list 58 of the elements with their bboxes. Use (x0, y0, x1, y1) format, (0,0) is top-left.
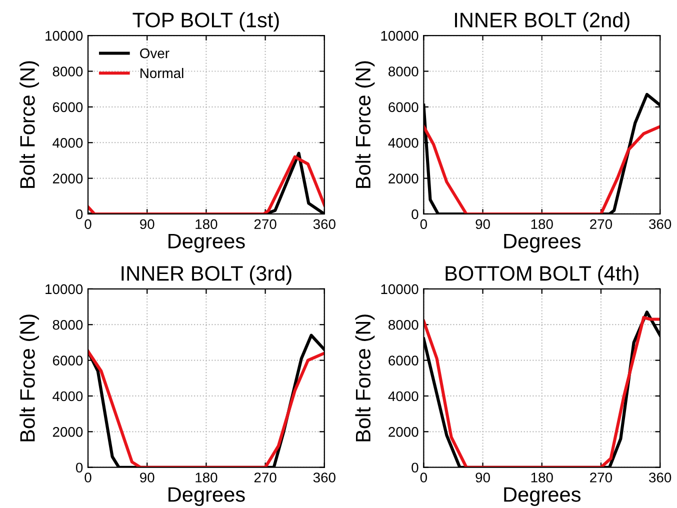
y-tick-label: 4000 (52, 138, 83, 148)
x-tick-label: 0 (420, 219, 428, 230)
y-tick-label: 2000 (388, 174, 418, 184)
y-axis-title: Bolt Force (N) (355, 314, 375, 442)
x-tick-label: 360 (313, 472, 336, 482)
y-tick-label: 8000 (388, 320, 418, 330)
x-tick-label: 0 (420, 472, 428, 482)
y-tick-label: 4000 (52, 391, 83, 402)
legend-label: Over (140, 48, 170, 58)
x-tick-label: 270 (590, 219, 612, 230)
x-tick-label: 90 (140, 219, 154, 230)
y-axis-title: Bolt Force (N) (20, 61, 39, 188)
y-tick-label: 0 (412, 209, 418, 220)
x-axis-title: Degrees (504, 234, 581, 253)
x-tick-label: 0 (84, 472, 92, 482)
y-tick-label: 6000 (388, 102, 418, 112)
x-axis-title: Degrees (168, 234, 245, 253)
y-tick-label: 8000 (388, 66, 418, 76)
x-tick-label: 360 (649, 219, 672, 230)
x-tick-label: 270 (254, 472, 276, 482)
chart-title: INNER BOLT (2nd) (455, 12, 630, 32)
chart-title: TOP BOLT (1st) (132, 12, 279, 32)
y-tick-label: 2000 (52, 174, 83, 184)
y-tick-label: 0 (412, 462, 418, 473)
x-axis-title: Degrees (504, 487, 581, 506)
y-tick-label: 8000 (52, 320, 83, 330)
x-tick-label: 270 (590, 472, 612, 482)
y-tick-label: 0 (76, 209, 83, 220)
y-tick-label: 6000 (52, 102, 83, 112)
x-tick-label: 180 (531, 219, 553, 230)
y-tick-label: 8000 (52, 66, 83, 76)
y-tick-label: 10000 (46, 284, 83, 294)
y-axis-title: Bolt Force (N) (355, 61, 375, 188)
x-tick-label: 90 (476, 472, 490, 482)
x-axis-title: Degrees (168, 487, 245, 506)
y-tick-label: 6000 (388, 356, 418, 366)
y-tick-label: 4000 (388, 138, 418, 148)
x-tick-label: 90 (140, 472, 154, 482)
x-tick-label: 180 (531, 472, 553, 482)
x-tick-label: 180 (196, 472, 218, 482)
y-tick-label: 6000 (52, 356, 83, 366)
y-tick-label: 10000 (381, 284, 418, 294)
y-tick-label: 4000 (388, 391, 418, 402)
legend-label: Normal (140, 68, 184, 78)
x-tick-label: 180 (196, 219, 218, 230)
y-tick-label: 10000 (46, 30, 83, 41)
y-tick-label: 0 (76, 462, 83, 473)
x-tick-label: 90 (476, 219, 490, 230)
x-tick-label: 270 (254, 219, 276, 230)
y-tick-label: 10000 (381, 30, 418, 41)
chart-title: BOTTOM BOLT (4th) (446, 266, 638, 285)
chart-title: INNER BOLT (3rd) (122, 266, 292, 285)
y-tick-label: 2000 (388, 427, 418, 437)
x-tick-label: 360 (313, 219, 336, 230)
x-tick-label: 360 (649, 472, 672, 482)
y-axis-title: Bolt Force (N) (20, 314, 39, 442)
x-tick-label: 0 (84, 219, 92, 230)
y-tick-label: 2000 (52, 427, 83, 437)
